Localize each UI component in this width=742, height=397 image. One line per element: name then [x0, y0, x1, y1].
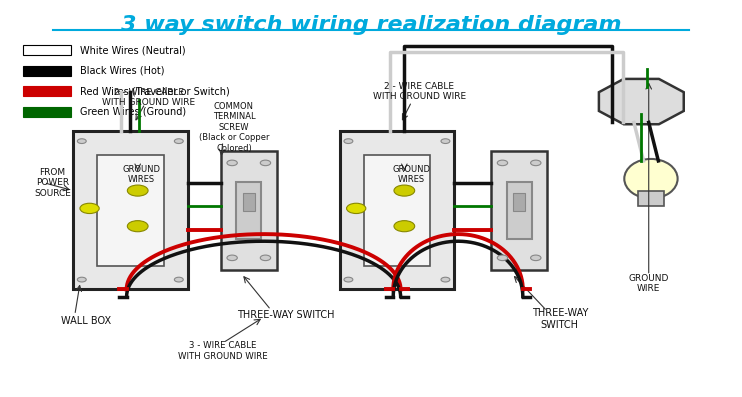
Circle shape [77, 277, 86, 282]
Text: FROM
POWER
SOURCE: FROM POWER SOURCE [34, 168, 71, 198]
Circle shape [394, 185, 415, 196]
Text: 2 - WIRE CABLE
WITH GROUND WIRE: 2 - WIRE CABLE WITH GROUND WIRE [372, 82, 466, 101]
Text: Black Wires (Hot): Black Wires (Hot) [80, 66, 165, 76]
Circle shape [128, 221, 148, 232]
FancyBboxPatch shape [243, 193, 255, 211]
Text: COMMON
TERMINAL
SCREW
(Black or Copper
Colored): COMMON TERMINAL SCREW (Black or Copper C… [199, 102, 269, 152]
Text: Red Wires (Traveller or Switch): Red Wires (Traveller or Switch) [80, 86, 230, 96]
Circle shape [394, 221, 415, 232]
Circle shape [227, 255, 237, 260]
Circle shape [174, 139, 183, 143]
FancyBboxPatch shape [23, 45, 71, 55]
FancyBboxPatch shape [221, 151, 277, 270]
Circle shape [441, 277, 450, 282]
Text: White Wires (Neutral): White Wires (Neutral) [80, 45, 186, 55]
Text: WALL BOX: WALL BOX [61, 316, 111, 326]
FancyBboxPatch shape [507, 182, 532, 239]
Text: THREE-WAY
SWITCH: THREE-WAY SWITCH [532, 308, 588, 330]
Text: 2 - WIRE CABLE
WITH GROUND WIRE: 2 - WIRE CABLE WITH GROUND WIRE [102, 88, 195, 107]
Text: GROUND
WIRE: GROUND WIRE [628, 274, 669, 293]
Text: Green Wires (Ground): Green Wires (Ground) [80, 107, 186, 117]
Circle shape [260, 160, 271, 166]
FancyBboxPatch shape [236, 182, 261, 239]
Circle shape [531, 255, 541, 260]
Circle shape [174, 277, 183, 282]
FancyBboxPatch shape [97, 155, 164, 266]
Text: THREE-WAY SWITCH: THREE-WAY SWITCH [237, 310, 335, 320]
Ellipse shape [624, 159, 677, 198]
Text: 3 - WIRE CABLE
WITH GROUND WIRE: 3 - WIRE CABLE WITH GROUND WIRE [178, 341, 268, 360]
Circle shape [347, 203, 366, 214]
FancyBboxPatch shape [23, 86, 71, 96]
FancyBboxPatch shape [491, 151, 547, 270]
FancyBboxPatch shape [23, 107, 71, 117]
FancyBboxPatch shape [364, 155, 430, 266]
FancyBboxPatch shape [340, 131, 454, 289]
FancyBboxPatch shape [513, 193, 525, 211]
FancyBboxPatch shape [73, 131, 188, 289]
FancyBboxPatch shape [23, 66, 71, 76]
Circle shape [441, 139, 450, 143]
Circle shape [344, 277, 353, 282]
FancyBboxPatch shape [637, 191, 664, 206]
Text: GROUND
WIRES: GROUND WIRES [393, 165, 431, 185]
Text: GROUND
WIRES: GROUND WIRES [122, 165, 160, 185]
Circle shape [80, 203, 99, 214]
Circle shape [344, 139, 353, 143]
Circle shape [227, 160, 237, 166]
Circle shape [497, 160, 508, 166]
Circle shape [128, 185, 148, 196]
Text: 3 way switch wiring realization diagram: 3 way switch wiring realization diagram [121, 15, 621, 35]
Circle shape [497, 255, 508, 260]
Circle shape [531, 160, 541, 166]
Circle shape [260, 255, 271, 260]
Circle shape [77, 139, 86, 143]
